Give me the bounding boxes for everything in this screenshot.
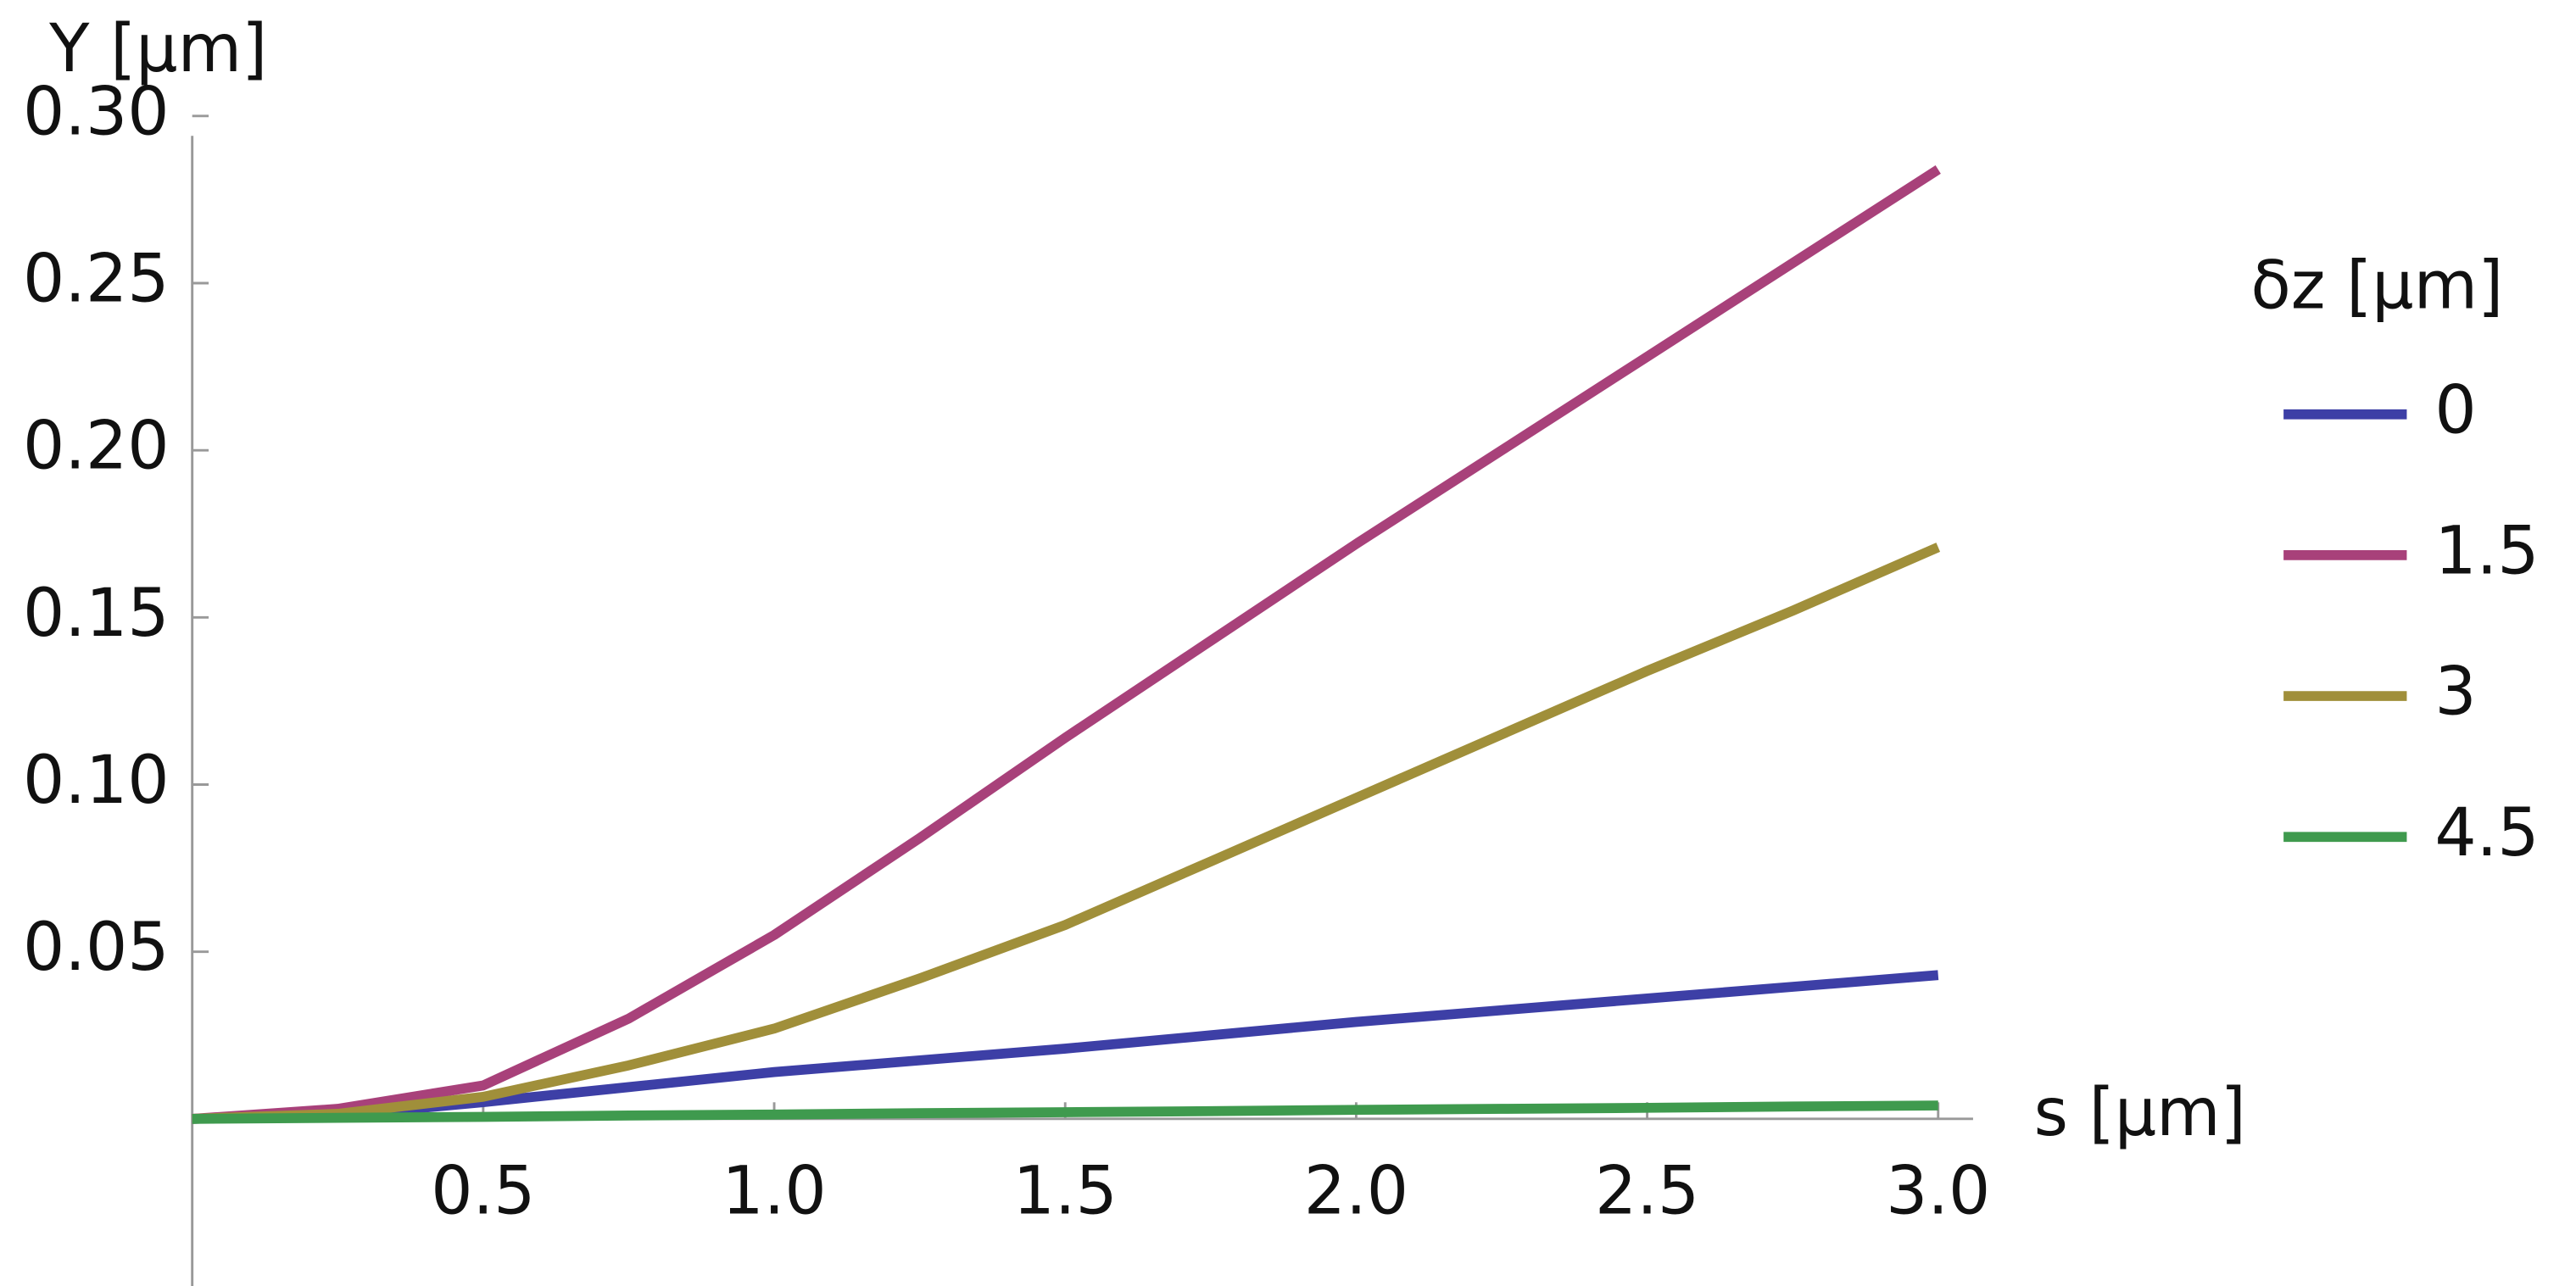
y-tick-label: 0.30 bbox=[23, 74, 170, 150]
legend-label: 0 bbox=[2434, 372, 2476, 448]
x-tick-label: 1.0 bbox=[722, 1153, 826, 1229]
y-tick-label: 0.25 bbox=[23, 241, 170, 317]
y-axis-label: Y [μm] bbox=[48, 11, 267, 87]
x-tick-label: 0.5 bbox=[431, 1153, 535, 1229]
data-line bbox=[192, 164, 1941, 1124]
y-tick-label: 0.10 bbox=[23, 743, 170, 819]
y-tick-label: 0.05 bbox=[23, 910, 170, 986]
legend-title: δz [μm] bbox=[2250, 248, 2503, 324]
legend-label: 4.5 bbox=[2434, 794, 2539, 871]
data-line bbox=[192, 543, 1941, 1124]
legend-label: 3 bbox=[2434, 654, 2476, 730]
y-tick-label: 0.15 bbox=[23, 576, 170, 652]
x-tick-label: 2.5 bbox=[1595, 1153, 1699, 1229]
x-tick-label: 2.0 bbox=[1304, 1153, 1408, 1229]
x-tick-label: 1.5 bbox=[1013, 1153, 1118, 1229]
data-line bbox=[192, 970, 1939, 1124]
x-tick-label: 3.0 bbox=[1886, 1153, 1990, 1229]
y-tick-label: 0.20 bbox=[23, 408, 170, 484]
data-line bbox=[192, 1100, 1938, 1124]
x-axis-label: s [μm] bbox=[2034, 1075, 2246, 1151]
legend-label: 1.5 bbox=[2434, 513, 2539, 589]
